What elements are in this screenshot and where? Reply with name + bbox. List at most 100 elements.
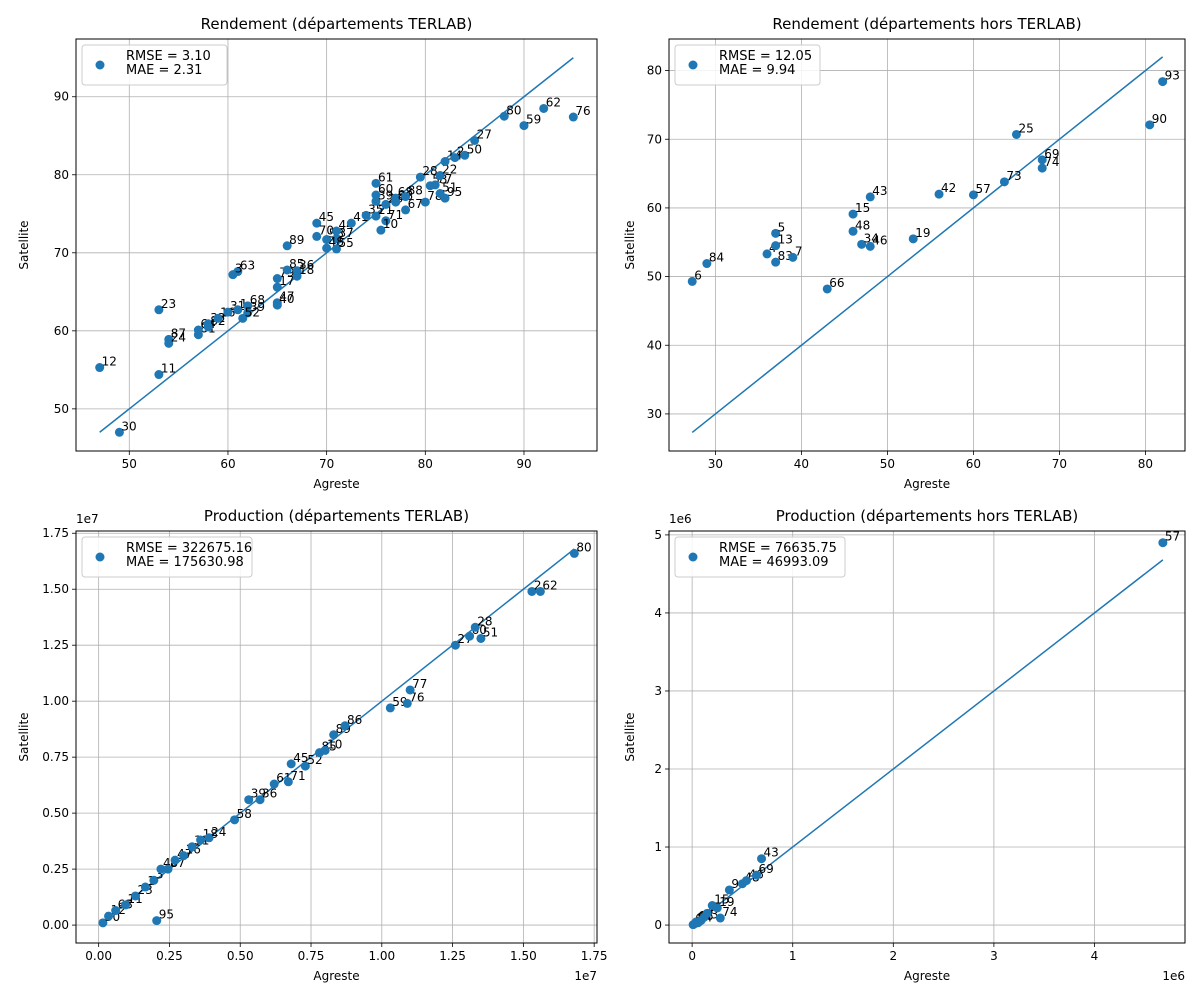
point-label: 58 <box>237 807 252 821</box>
point-label: 46 <box>872 233 887 247</box>
legend-box <box>674 536 846 578</box>
data-point <box>300 761 310 771</box>
data-point <box>385 703 395 713</box>
data-point <box>312 231 322 241</box>
data-point <box>470 135 480 145</box>
point-label: 66 <box>829 276 844 290</box>
point-label: 7 <box>795 244 803 258</box>
data-point <box>381 216 391 226</box>
data-point <box>283 777 293 787</box>
data-point <box>140 882 150 892</box>
chart-title: Rendement (départements TERLAB) <box>201 15 473 33</box>
point-label: 48 <box>855 218 870 232</box>
point-label: 87 <box>171 326 186 340</box>
data-point <box>154 305 164 315</box>
data-point <box>420 197 430 207</box>
chart-title: Rendement (départements hors TERLAB) <box>772 15 1081 33</box>
y-tick-label: 4 <box>654 606 662 620</box>
legend-box <box>81 536 253 578</box>
point-label: 57 <box>1165 530 1180 544</box>
data-point <box>527 586 537 596</box>
point-label: 39 <box>378 188 393 202</box>
data-point <box>440 157 450 167</box>
plot-frame <box>75 530 598 944</box>
data-point <box>440 193 450 203</box>
y-axis-label: Satellite <box>17 712 31 761</box>
data-point <box>519 121 529 131</box>
data-point <box>391 197 401 207</box>
data-point <box>470 622 480 632</box>
point-label: 2 <box>534 578 542 592</box>
data-point <box>164 338 174 348</box>
point-label: 36 <box>299 258 314 272</box>
point-label: 61 <box>378 170 393 184</box>
data-point <box>238 313 248 323</box>
data-point <box>968 190 978 200</box>
data-point <box>213 313 223 323</box>
y-tick-label: 80 <box>647 64 662 78</box>
point-label: 3 <box>235 262 243 276</box>
x-tick-label: 70 <box>1052 457 1067 471</box>
data-point <box>121 900 131 910</box>
x-tick-label: 1.50 <box>510 949 537 963</box>
point-label: 47 <box>279 290 294 304</box>
point-label: 60 <box>378 182 393 196</box>
point-label: 39 <box>250 300 265 314</box>
data-point <box>752 870 762 880</box>
point-label: 59 <box>526 113 541 127</box>
data-point <box>322 243 332 253</box>
data-point <box>255 795 265 805</box>
point-label: 45 <box>293 751 308 765</box>
data-point <box>371 178 381 188</box>
data-point <box>715 913 725 923</box>
y-tick-label: 1.50 <box>42 582 69 596</box>
data-point <box>435 171 445 181</box>
data-point <box>292 266 302 276</box>
point-label: 23 <box>161 297 176 311</box>
data-point <box>405 685 415 695</box>
data-point <box>286 759 296 769</box>
y-tick-label: 30 <box>647 407 662 421</box>
data-point <box>934 189 944 199</box>
legend-metric: MAE = 46993.09 <box>719 555 829 570</box>
point-label: 40 <box>279 292 294 306</box>
data-point <box>269 779 279 789</box>
y-tick-label: 70 <box>54 246 69 260</box>
data-point <box>401 192 411 202</box>
data-point <box>361 210 371 220</box>
y-tick-label: 1.75 <box>42 526 69 540</box>
data-point <box>450 640 460 650</box>
legend-marker <box>688 552 698 562</box>
data-point <box>702 259 712 269</box>
data-point <box>179 851 189 861</box>
data-point <box>371 190 381 200</box>
legend-metric: RMSE = 322675.16 <box>126 541 252 556</box>
x-axis-label: Agreste <box>904 969 950 983</box>
x-tick-label: 60 <box>966 457 981 471</box>
point-label: 70 <box>319 223 334 237</box>
chart-panel-1: 5060708090506070809012301123872481643282… <box>17 15 598 491</box>
point-label: 90 <box>1152 112 1167 126</box>
identity-line <box>691 56 1164 434</box>
point-label: 84 <box>709 251 724 265</box>
data-point <box>865 241 875 251</box>
data-point <box>788 252 798 262</box>
x-tick-label: 0.25 <box>156 949 183 963</box>
legend-metric: RMSE = 76635.75 <box>719 541 837 556</box>
y-tick-label: 1.00 <box>42 694 69 708</box>
x-axis-label: Agreste <box>904 477 950 491</box>
point-label: 24 <box>171 330 186 344</box>
data-point <box>771 241 781 251</box>
y-scale-label: 1e7 <box>76 512 99 526</box>
data-point <box>371 196 381 206</box>
data-point <box>340 721 350 731</box>
y-tick-label: 0.50 <box>42 806 69 820</box>
y-tick-label: 40 <box>647 338 662 352</box>
point-label: 9 <box>731 877 739 891</box>
point-label: 43 <box>872 184 887 198</box>
chart-panel-3: 0.00 0.25 0.50 0.75 1.00 1.25 1.50 1.75 0.00 0.25… <box>17 507 608 983</box>
y-tick-label: 70 <box>647 132 662 146</box>
x-tick-label: 0.00 <box>85 949 112 963</box>
